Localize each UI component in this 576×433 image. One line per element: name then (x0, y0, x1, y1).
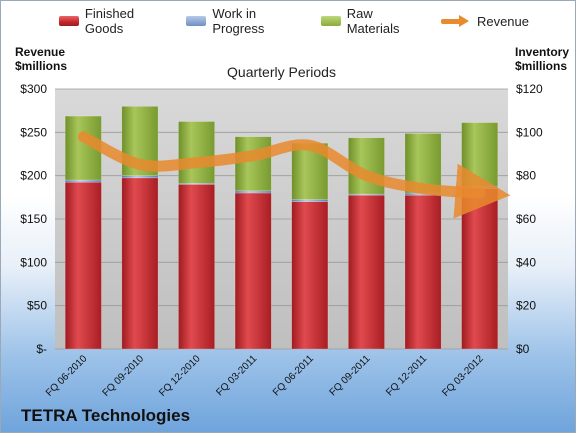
left-tick-label: $300 (20, 82, 47, 96)
legend-label-finished-goods: Finished Goods (84, 6, 135, 36)
left-tick-label: $- (36, 342, 47, 356)
legend: Finished Goods Work in Progress Raw Mate… (59, 6, 555, 36)
bar-raw-materials (234, 136, 272, 192)
left-axis-title-line1: Revenue (15, 45, 66, 59)
company-name: TETRA Technologies (21, 406, 191, 425)
right-tick-label: $40 (516, 255, 536, 269)
bar-finished-goods (461, 188, 499, 350)
bar-finished-goods (404, 194, 442, 350)
left-tick-label: $250 (20, 125, 47, 139)
bar-finished-goods (121, 177, 159, 350)
bar-raw-materials (178, 121, 215, 184)
x-tick-label: FQ 06-2010 (44, 353, 90, 399)
right-axis-title-line1: Inventory (515, 45, 570, 59)
right-tick-label: $60 (516, 212, 536, 226)
right-tick-label: $0 (516, 342, 530, 356)
revenue-line (77, 131, 511, 219)
right-tick-label: $80 (516, 169, 536, 183)
left-axis-title-line2: $millions (15, 59, 68, 73)
legend-item-raw-materials: Raw Materials (320, 6, 415, 36)
right-tick-label: $100 (516, 125, 543, 139)
bar-work-in-progress (64, 179, 102, 183)
bar-finished-goods (234, 192, 272, 350)
bar-finished-goods (64, 181, 102, 350)
x-tick-label: FQ 12-2010 (157, 353, 203, 399)
legend-swatch-work-in-progress (186, 16, 207, 26)
bar-work-in-progress (291, 199, 329, 202)
legend-swatch-raw-materials (320, 16, 341, 26)
legend-item-finished-goods: Finished Goods (59, 6, 160, 36)
legend-label-work-in-progress: Work in Progress (212, 6, 265, 36)
bar-raw-materials (461, 122, 499, 187)
left-tick-label: $100 (20, 255, 47, 269)
bar-finished-goods (348, 194, 385, 350)
chart-subtitle: Quarterly Periods (227, 64, 336, 80)
right-axis-title-line2: $millions (515, 59, 568, 73)
right-tick-label: $20 (516, 299, 536, 313)
legend-item-revenue: Revenue (440, 13, 529, 29)
x-tick-label: FQ 09-2010 (101, 353, 147, 399)
legend-swatch-finished-goods (59, 16, 79, 26)
legend-label-revenue: Revenue (476, 13, 529, 29)
left-tick-label: $150 (20, 212, 47, 226)
x-tick-label: FQ 06-2011 (271, 353, 316, 398)
left-tick-label: $50 (27, 299, 47, 313)
x-tick-label: FQ 12-2011 (384, 353, 429, 398)
x-tick-label: FQ 09-2011 (328, 353, 373, 398)
legend-swatch-revenue (440, 15, 471, 27)
left-tick-label: $200 (20, 169, 47, 183)
legend-item-work-in-progress: Work in Progress (186, 6, 294, 36)
left-axis-title: Revenue $millions (15, 45, 67, 73)
x-tick-label: FQ 03-2011 (214, 353, 259, 398)
legend-label-raw-materials: Raw Materials (346, 6, 400, 36)
bar-work-in-progress (121, 175, 159, 179)
bar-finished-goods (291, 201, 329, 350)
bar-work-in-progress (234, 190, 272, 194)
right-tick-label: $120 (516, 82, 543, 96)
x-tick-label: FQ 03-2012 (440, 353, 486, 399)
right-axis-title: Inventory $millions (515, 45, 569, 73)
bar-finished-goods (178, 184, 215, 350)
